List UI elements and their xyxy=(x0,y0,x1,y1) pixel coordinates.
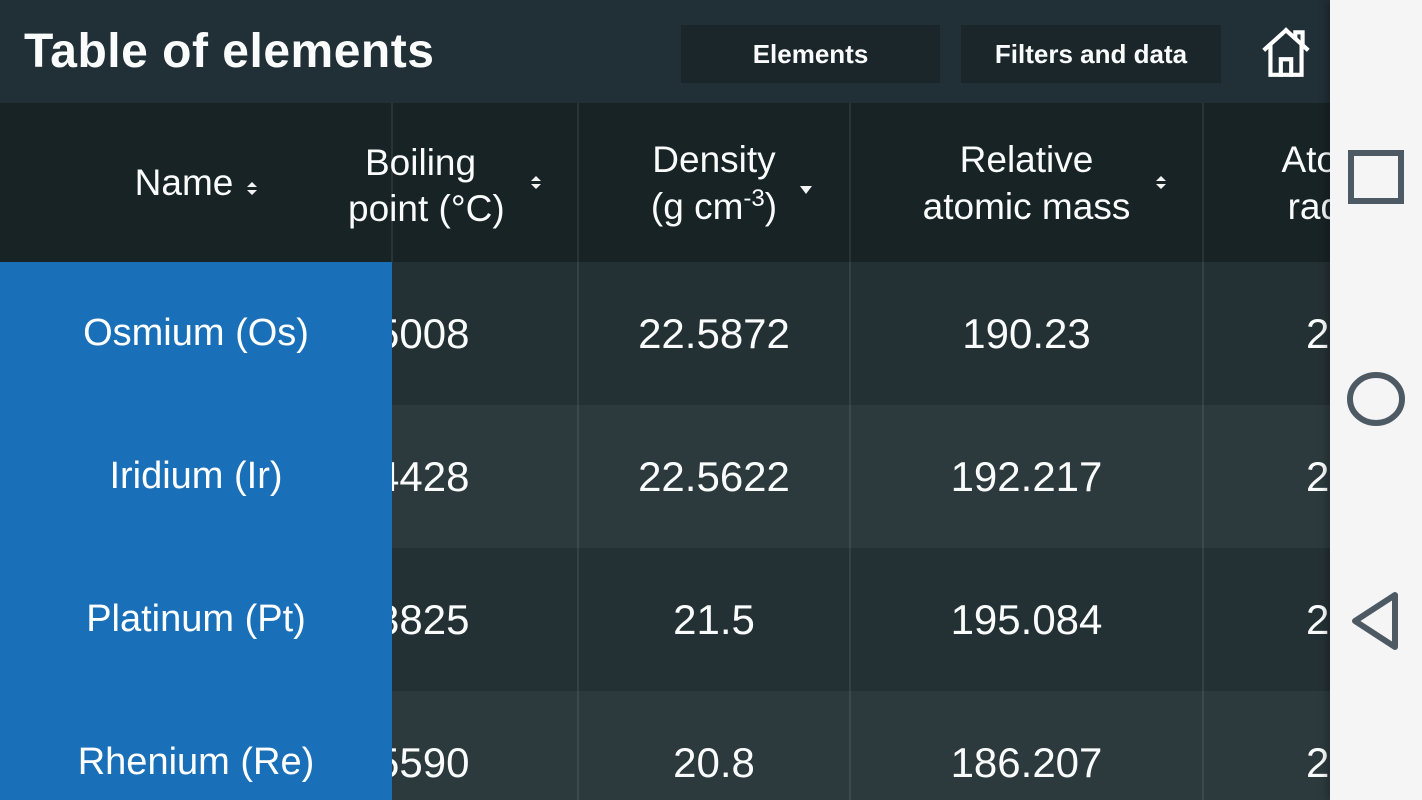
table-header-background xyxy=(0,103,1330,262)
column-header-mass-line2: atomic mass xyxy=(922,186,1131,227)
element-name-cell[interactable]: Rhenium (Re) xyxy=(77,741,315,783)
column-header-radius-line2: radius xyxy=(1287,186,1330,227)
column-header-density[interactable]: Density (g cm-3) xyxy=(578,136,850,235)
sort-both-icon xyxy=(1156,176,1166,194)
column-header-mass-line1: Relative xyxy=(959,139,1094,180)
element-name-cell[interactable]: Platinum (Pt) xyxy=(86,598,306,640)
top-app-bar: Table of elements Elements Filters and d… xyxy=(0,0,1330,103)
cell-relative-atomic-mass: 186.207 xyxy=(950,738,1103,786)
sort-both-icon xyxy=(247,159,258,206)
superscript: -3 xyxy=(743,185,765,212)
filters-and-data-button[interactable]: Filters and data xyxy=(961,25,1221,83)
cell-density: 21.5 xyxy=(673,595,755,643)
column-header-atomic-radius[interactable]: Atomic radius xyxy=(1203,136,1330,230)
element-name-cell[interactable]: Osmium (Os) xyxy=(83,312,309,354)
frozen-name-column: Osmium (Os) Iridium (Ir) Platinum (Pt) R… xyxy=(0,262,392,800)
cell-atomic-radius: 2 xyxy=(1306,309,1330,357)
cell-atomic-radius: 2 xyxy=(1306,452,1330,500)
recents-square-icon xyxy=(1347,149,1405,208)
cell-atomic-radius: 2 xyxy=(1306,595,1330,643)
android-navigation-bar xyxy=(1330,0,1422,800)
column-header-name-label: Name xyxy=(134,162,234,203)
column-header-radius-line1: Atomic xyxy=(1281,139,1330,180)
cell-relative-atomic-mass: 190.23 xyxy=(962,309,1091,357)
cell-atomic-radius: 2 xyxy=(1306,738,1330,786)
column-header-relative-atomic-mass[interactable]: Relative atomic mass xyxy=(850,136,1203,230)
home-button[interactable] xyxy=(1258,24,1314,82)
home-circle-icon xyxy=(1346,371,1406,430)
back-button[interactable] xyxy=(1341,591,1411,653)
recents-button[interactable] xyxy=(1341,147,1411,209)
column-header-density-line2: (g cm-3) xyxy=(650,185,778,227)
sort-descending-icon xyxy=(800,181,812,199)
column-divider xyxy=(577,103,579,800)
page-title: Table of elements xyxy=(24,25,435,78)
cell-density: 20.8 xyxy=(673,738,755,786)
column-header-density-line1: Density xyxy=(652,139,776,180)
column-header-boiling-line1: Boiling xyxy=(365,142,477,183)
cell-density: 22.5622 xyxy=(638,452,790,500)
sort-both-icon xyxy=(531,176,541,194)
element-name-cell[interactable]: Iridium (Ir) xyxy=(109,455,283,497)
column-divider xyxy=(849,103,851,800)
column-header-name[interactable]: Name xyxy=(0,103,392,262)
cell-relative-atomic-mass: 195.084 xyxy=(950,595,1103,643)
cell-density: 22.5872 xyxy=(638,309,790,357)
column-divider xyxy=(1202,103,1204,800)
table-scroll-area[interactable]: Name Boiling point (°C) Density (g cm-3)… xyxy=(0,103,1330,800)
column-header-boiling-line2: point (°C) xyxy=(348,188,505,229)
home-nav-button[interactable] xyxy=(1341,369,1411,431)
home-icon xyxy=(1260,27,1312,83)
cell-relative-atomic-mass: 192.217 xyxy=(950,452,1103,500)
back-triangle-icon xyxy=(1347,588,1405,657)
elements-button[interactable]: Elements xyxy=(681,25,940,83)
column-divider xyxy=(391,103,393,262)
